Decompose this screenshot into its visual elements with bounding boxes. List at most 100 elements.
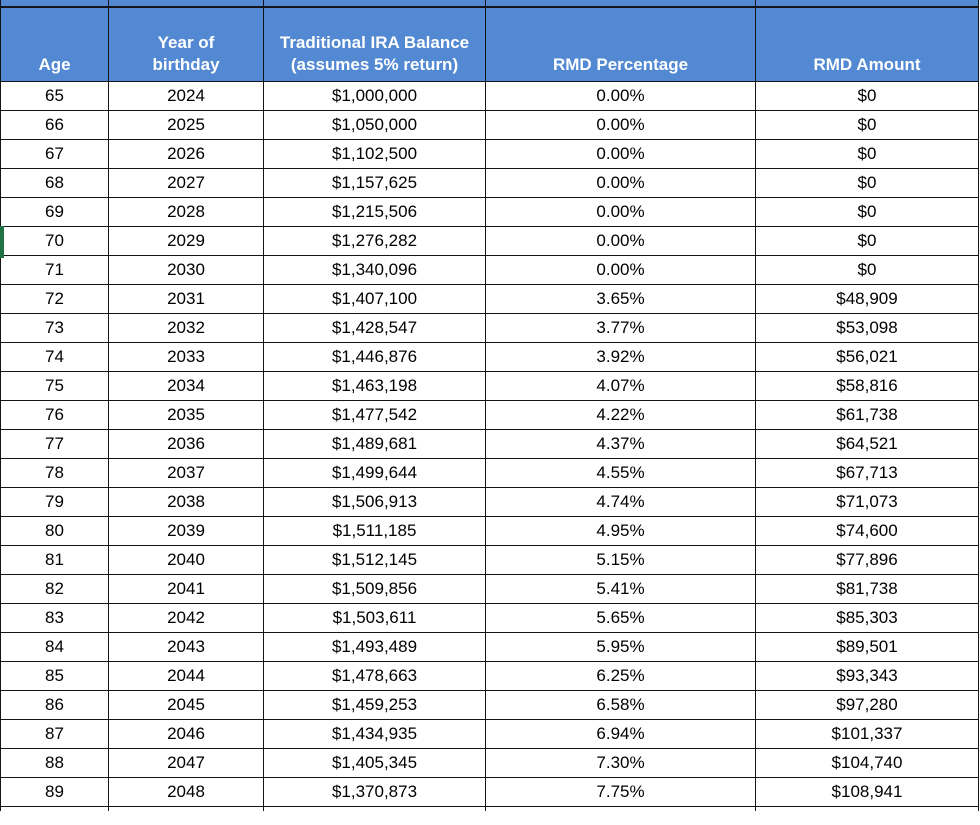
cell-year[interactable]: 2038 [108,487,264,517]
cell-year[interactable]: 2030 [108,255,264,285]
cell-amt[interactable]: $58,816 [755,371,979,401]
cell-balance[interactable]: $1,370,873 [263,777,486,807]
cell-balance[interactable]: $1,157,625 [263,168,486,198]
cell-amt[interactable]: $108,941 [755,777,979,807]
cell-amt[interactable]: $97,280 [755,690,979,720]
cell-age[interactable]: 65 [0,81,109,111]
cell-pct[interactable]: 4.55% [485,458,756,488]
cell-age[interactable]: 81 [0,545,109,575]
cell-balance[interactable]: $1,489,681 [263,429,486,459]
cell-pct[interactable]: 5.41% [485,574,756,604]
cell-balance[interactable]: $1,407,100 [263,284,486,314]
cell-age[interactable]: 79 [0,487,109,517]
cell-balance[interactable]: $1,477,542 [263,400,486,430]
cell-year[interactable]: 2039 [108,516,264,546]
cell-year[interactable]: 2028 [108,197,264,227]
cell-age[interactable]: 89 [0,777,109,807]
cell-year[interactable]: 2048 [108,777,264,807]
cell-year[interactable]: 2032 [108,313,264,343]
cell-pct[interactable]: 0.00% [485,139,756,169]
cell-pct[interactable]: 0.00% [485,226,756,256]
cell-balance[interactable]: $1,102,500 [263,139,486,169]
cell-balance[interactable]: $1,509,856 [263,574,486,604]
cell-amt[interactable]: $93,343 [755,661,979,691]
cell-pct[interactable]: 0.00% [485,197,756,227]
cell-age[interactable]: 83 [0,603,109,633]
cell-balance[interactable]: $1,478,663 [263,661,486,691]
cell-age[interactable]: 77 [0,429,109,459]
cell-amt[interactable]: $104,740 [755,748,979,778]
cell-age[interactable]: 75 [0,371,109,401]
cell-pct[interactable]: 0.00% [485,168,756,198]
cell-balance[interactable]: $1,511,185 [263,516,486,546]
cell-age[interactable]: 78 [0,458,109,488]
cell-age[interactable]: 76 [0,400,109,430]
cell-balance[interactable]: $1,434,935 [263,719,486,749]
cell-pct[interactable]: 4.07% [485,371,756,401]
cell-pct[interactable]: 4.22% [485,400,756,430]
cell-pct[interactable]: 4.95% [485,516,756,546]
column-header-year[interactable]: Year of birthday [108,0,264,82]
cell-pct[interactable]: 0.00% [485,255,756,285]
cell-balance[interactable]: $1,000,000 [263,81,486,111]
cell-year[interactable]: 2040 [108,545,264,575]
cell-amt[interactable]: $0 [755,197,979,227]
cell-year[interactable]: 2045 [108,690,264,720]
column-header-percentage[interactable]: RMD Percentage [485,0,756,82]
cell-age[interactable]: 82 [0,574,109,604]
cell-amt[interactable]: $85,303 [755,603,979,633]
cell-balance[interactable]: $1,463,198 [263,371,486,401]
cell-pct[interactable]: 0.00% [485,81,756,111]
cell-age[interactable]: 69 [0,197,109,227]
cell-year[interactable]: 2024 [108,81,264,111]
cell-amt[interactable]: $0 [755,168,979,198]
cell-balance[interactable]: $1,506,913 [263,487,486,517]
cell-pct[interactable]: 4.37% [485,429,756,459]
cell-age[interactable]: 85 [0,661,109,691]
cell-balance[interactable]: $1,276,282 [263,226,486,256]
cell-age[interactable]: 88 [0,748,109,778]
cell-year[interactable]: 2044 [108,661,264,691]
cell-pct[interactable]: 3.65% [485,284,756,314]
cell-age[interactable]: 73 [0,313,109,343]
cell-balance[interactable]: $1,446,876 [263,342,486,372]
cell-pct[interactable]: 3.77% [485,313,756,343]
cell-amt[interactable]: $74,600 [755,516,979,546]
cell-pct[interactable]: 5.65% [485,603,756,633]
cell-balance[interactable]: $1,050,000 [263,110,486,140]
cell-pct[interactable]: 7.75% [485,777,756,807]
cell-year[interactable]: 2036 [108,429,264,459]
cell-pct[interactable]: 5.95% [485,632,756,662]
cell-year[interactable]: 2027 [108,168,264,198]
cell-balance[interactable]: $1,215,506 [263,197,486,227]
column-header-age[interactable]: Age [0,0,109,82]
cell-amt[interactable]: $64,521 [755,429,979,459]
cell-age[interactable]: 86 [0,690,109,720]
cell-age[interactable]: 87 [0,719,109,749]
cell-age[interactable]: 66 [0,110,109,140]
cell-pct[interactable]: 5.15% [485,545,756,575]
cell-year[interactable]: 2025 [108,110,264,140]
cell-year[interactable]: 2033 [108,342,264,372]
cell-year[interactable]: 2035 [108,400,264,430]
cell-year[interactable]: 2047 [108,748,264,778]
cell-balance[interactable]: $1,493,489 [263,632,486,662]
cell-amt[interactable]: $89,501 [755,632,979,662]
cell-age[interactable]: 80 [0,516,109,546]
column-header-balance[interactable]: Traditional IRA Balance (assumes 5% retu… [263,0,486,82]
cell-amt[interactable]: $61,738 [755,400,979,430]
cell-pct[interactable]: 0.00% [485,110,756,140]
cell-amt[interactable]: $0 [755,81,979,111]
cell-year[interactable]: 2037 [108,458,264,488]
cell-amt[interactable]: $53,098 [755,313,979,343]
cell-age[interactable]: 71 [0,255,109,285]
cell-amt[interactable]: $0 [755,139,979,169]
cell-balance[interactable]: $1,499,644 [263,458,486,488]
cell-year[interactable]: 2034 [108,371,264,401]
cell-balance[interactable]: $1,512,145 [263,545,486,575]
cell-year[interactable]: 2046 [108,719,264,749]
cell-age[interactable]: 67 [0,139,109,169]
cell-pct[interactable]: 6.94% [485,719,756,749]
cell-amt[interactable]: $0 [755,226,979,256]
cell-amt[interactable]: $77,896 [755,545,979,575]
